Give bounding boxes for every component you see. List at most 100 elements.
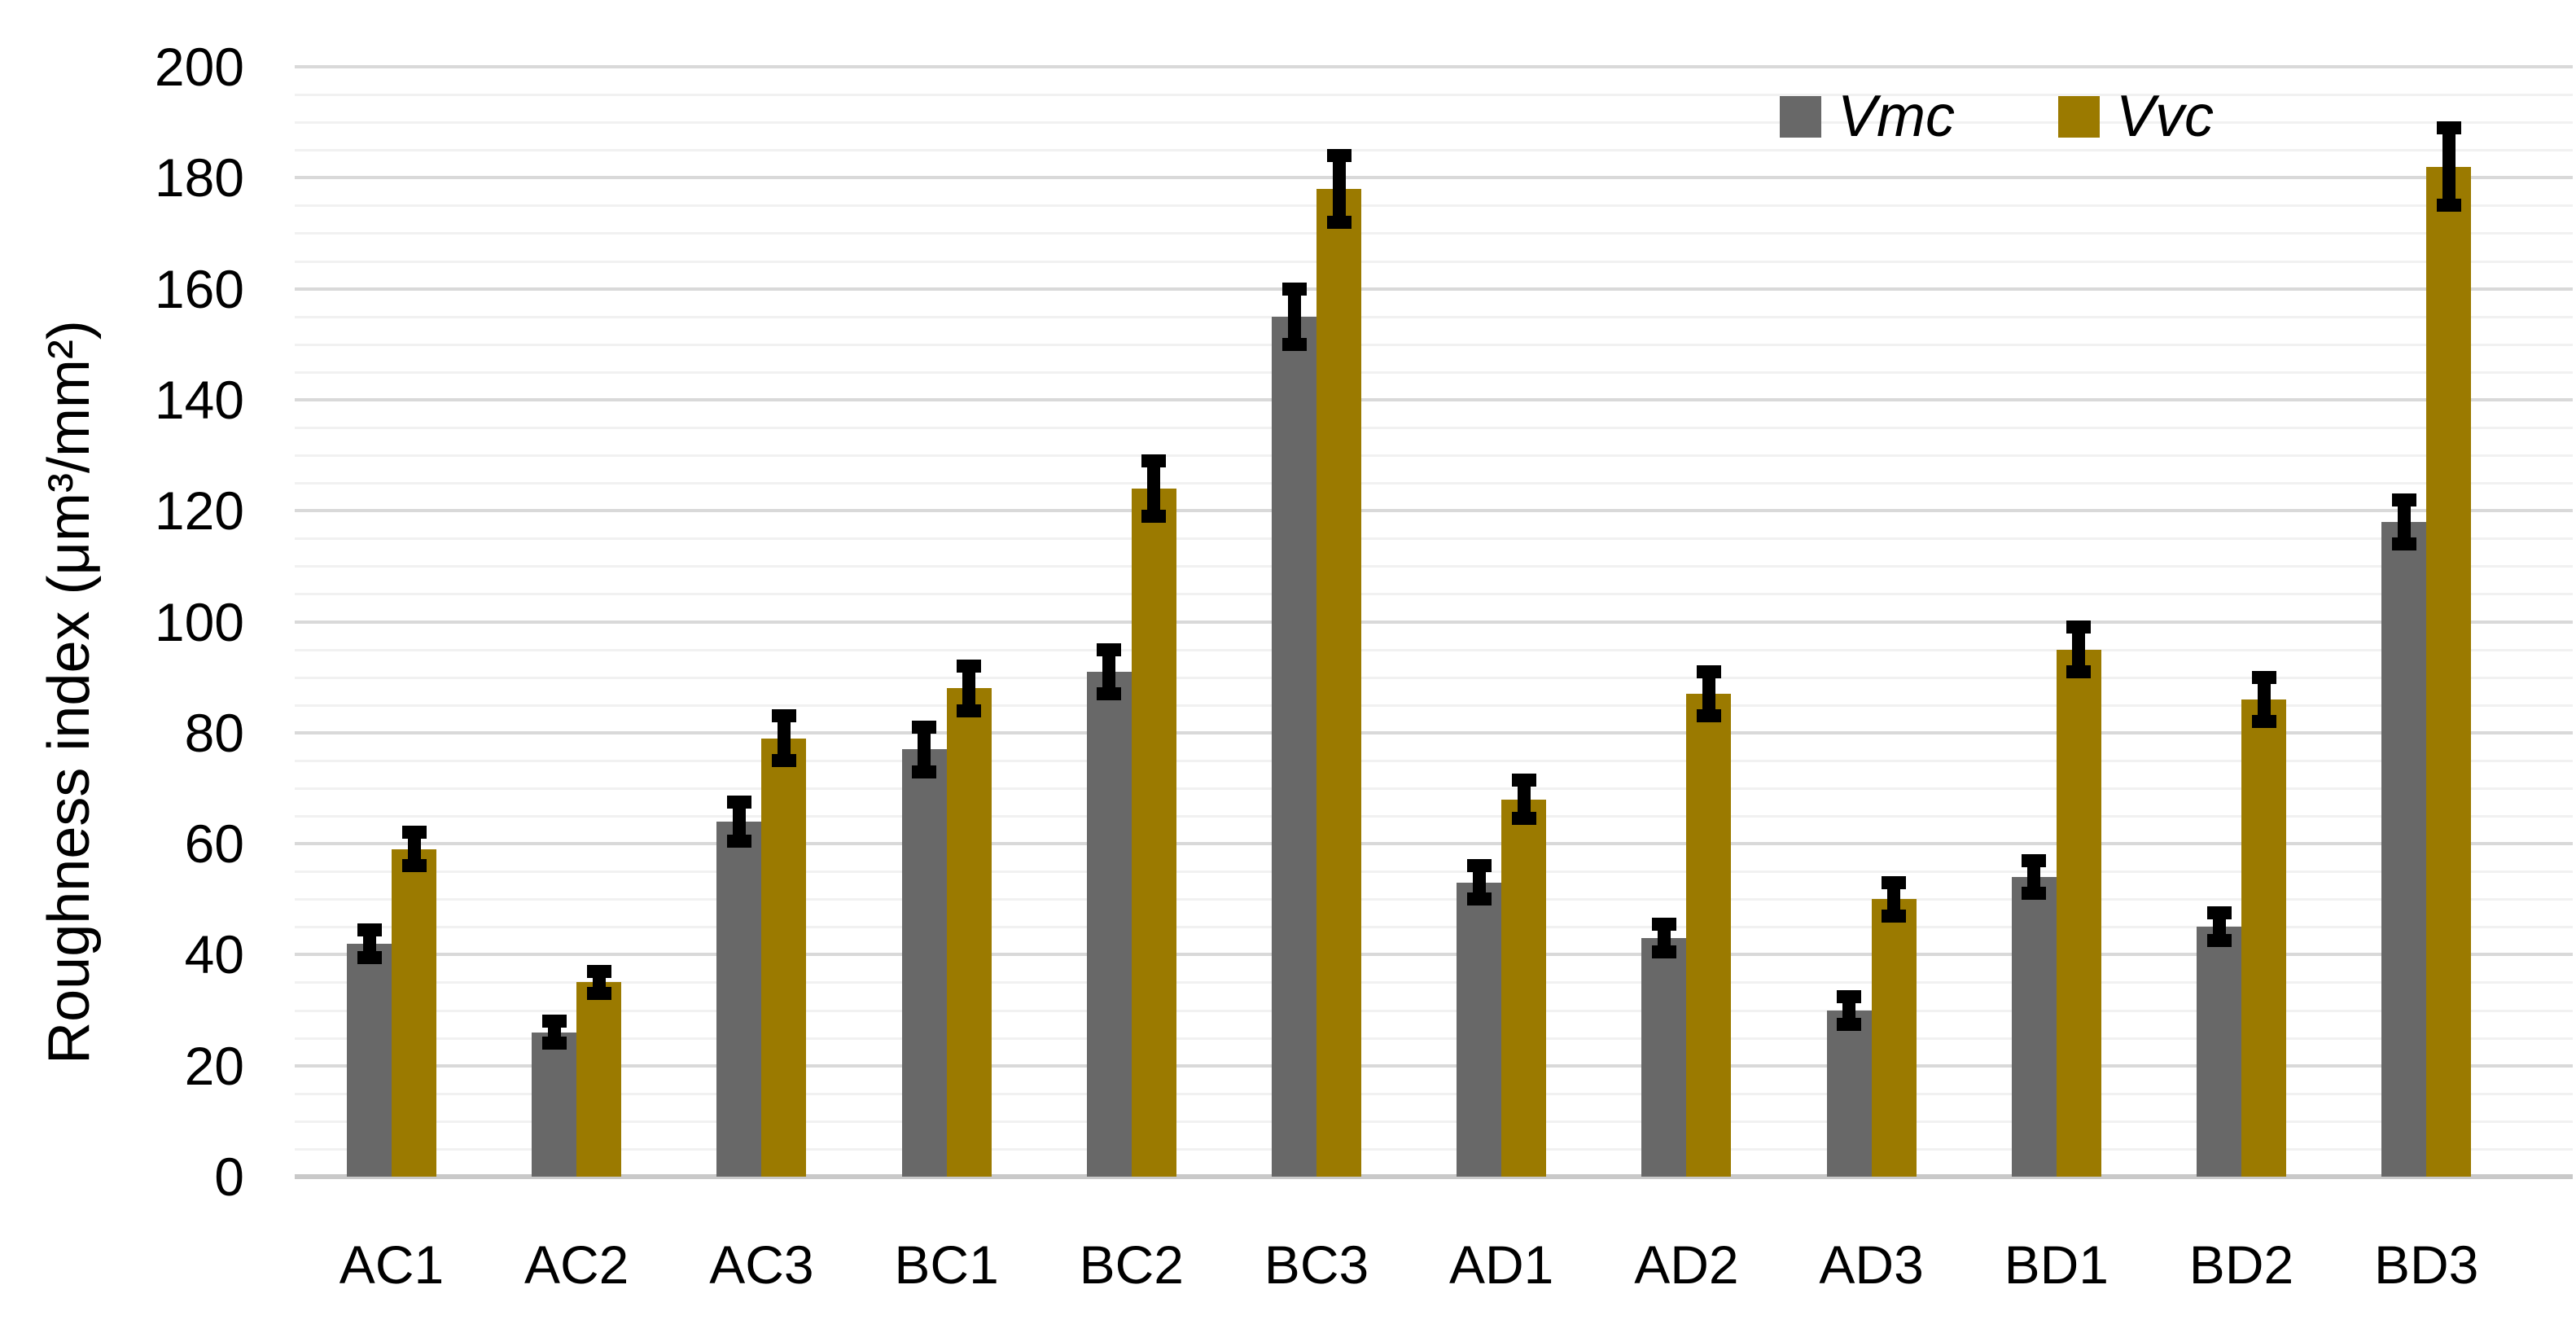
bar-vmc-ad1 <box>1457 882 1502 1177</box>
error-bar-cap <box>2022 887 2047 901</box>
error-bar-line <box>2442 127 2456 206</box>
bar-vvc-ac1 <box>392 848 436 1177</box>
x-axis-label-ad1: AD1 <box>1448 1234 1554 1295</box>
gridline-major <box>295 65 2573 68</box>
gridline-minor <box>295 232 2573 235</box>
error-bar-cap <box>401 859 427 873</box>
error-bar-cap <box>771 709 796 723</box>
error-bar-cap <box>957 704 982 717</box>
x-axis-label-ad2: AD2 <box>1634 1234 1739 1295</box>
bar-vmc-bc1 <box>901 749 947 1177</box>
error-bar-cap <box>586 964 611 978</box>
bar-vvc-bc2 <box>1131 488 1176 1177</box>
error-bar-line <box>1702 671 1715 717</box>
gridline-minor <box>295 648 2573 651</box>
gridline-major <box>295 509 2573 513</box>
gridline-minor <box>295 121 2573 125</box>
error-bar-cap <box>541 1015 567 1028</box>
error-bar-line <box>1517 779 1531 819</box>
error-bar-cap <box>1141 454 1167 467</box>
gridline-minor <box>295 371 2573 374</box>
gridline-minor <box>295 593 2573 596</box>
error-bar-cap <box>401 826 427 840</box>
gridline-major <box>295 842 2573 846</box>
gridline-minor <box>295 454 2573 458</box>
gridline-minor <box>295 343 2573 346</box>
gridline-minor <box>295 1092 2573 1095</box>
error-bar-cap <box>1511 773 1536 787</box>
gridline-minor <box>295 537 2573 541</box>
gridline-minor <box>295 482 2573 485</box>
y-tick-label: 120 <box>154 480 244 542</box>
error-bar-cap <box>2391 493 2416 506</box>
error-bar-line <box>1842 996 1856 1024</box>
error-bar-line <box>1657 923 1671 952</box>
error-bar-cap <box>541 1037 567 1050</box>
error-bar-cap <box>912 765 937 778</box>
error-bar-line <box>2212 913 2226 941</box>
error-bar-cap <box>2251 670 2276 684</box>
bar-vmc-ad3 <box>1826 1010 1872 1177</box>
error-bar-cap <box>1097 687 1122 701</box>
bar-vmc-bc2 <box>1086 671 1132 1177</box>
bar-vmc-bd2 <box>2197 927 2241 1177</box>
gridline-major <box>295 287 2573 291</box>
bar-vvc-ac2 <box>576 982 622 1177</box>
error-bar-line <box>962 666 976 711</box>
error-bar-cap <box>1466 859 1492 873</box>
x-axis-label-bc3: BC3 <box>1264 1234 1369 1295</box>
bar-vvc-bc3 <box>1316 188 1361 1177</box>
gridline-minor <box>295 759 2573 762</box>
error-bar-cap <box>771 753 796 767</box>
y-tick-label: 160 <box>154 258 244 319</box>
error-bar-line <box>1147 460 1161 516</box>
bar-vmc-ac3 <box>716 821 762 1177</box>
error-bar-cap <box>1696 709 1721 723</box>
error-bar-cap <box>2022 853 2047 867</box>
gridline-major <box>295 730 2573 734</box>
error-bar-cap <box>1651 917 1676 931</box>
gridline-minor <box>295 1009 2573 1012</box>
error-bar-cap <box>1466 892 1492 906</box>
error-bar-cap <box>2251 715 2276 729</box>
gridline-minor <box>295 149 2573 152</box>
error-bar-cap <box>2206 934 2232 948</box>
error-bar-line <box>2072 627 2086 672</box>
bar-vvc-bd2 <box>2241 699 2286 1177</box>
gridline-minor <box>295 898 2573 901</box>
error-bar-cap <box>1882 909 1907 923</box>
bar-vmc-ac2 <box>532 1032 577 1177</box>
x-axis-label-bd1: BD1 <box>2004 1234 2109 1295</box>
error-bar-cap <box>957 660 982 673</box>
bar-vmc-bc3 <box>1272 316 1316 1177</box>
error-bar-cap <box>1141 510 1167 523</box>
y-tick-label: 20 <box>184 1035 244 1096</box>
error-bar-line <box>2257 677 2271 722</box>
x-axis-label-ac2: AC2 <box>524 1234 629 1295</box>
error-bar-cap <box>1281 282 1307 296</box>
error-bar-cap <box>726 834 751 848</box>
bar-vvc-ad3 <box>1871 899 1917 1177</box>
error-bar-cap <box>586 987 611 1001</box>
gridline-minor <box>295 870 2573 874</box>
gridline-minor <box>295 426 2573 429</box>
gridline-minor <box>295 315 2573 318</box>
gridline-minor <box>295 704 2573 707</box>
error-bar-cap <box>1837 989 1862 1003</box>
gridline-major <box>295 1063 2573 1068</box>
y-tick-label: 60 <box>184 813 244 875</box>
legend-label-vvc: Vvc <box>2116 84 2215 149</box>
gridline-major <box>295 397 2573 401</box>
error-bar-cap <box>2391 537 2416 551</box>
error-bar-line <box>407 832 421 866</box>
error-bar-cap <box>912 720 937 734</box>
gridline-minor <box>295 1120 2573 1123</box>
x-axis-label-bc2: BC2 <box>1079 1234 1184 1295</box>
error-bar-line <box>732 801 746 841</box>
error-bar-cap <box>1696 664 1721 678</box>
